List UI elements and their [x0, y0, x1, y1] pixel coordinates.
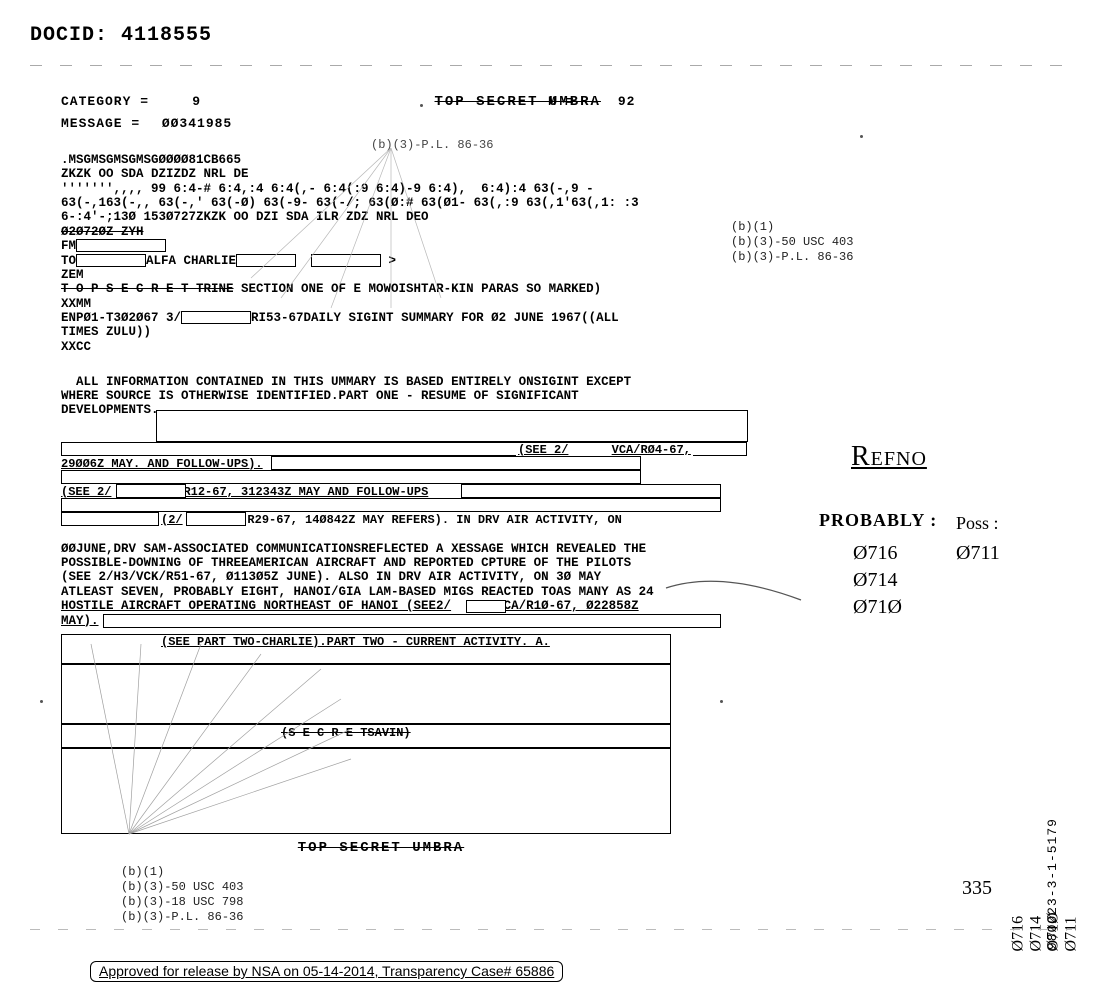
message-body: .MSGMSGMSGMSGØØØØ81CB665 ZKZK OO SDA DZI… [61, 139, 1041, 369]
redaction-box [76, 239, 166, 252]
xxcc: XXCC [61, 340, 91, 354]
xxmm: XXMM [61, 297, 91, 311]
exemption-block-right: (b)(1) (b)(3)-50 USC 403 (b)(3)-P.L. 86-… [731, 220, 853, 265]
daily-summary: DAILY SIGINT SUMMARY FOR Ø2 JUNE 1967((A… [304, 311, 619, 325]
footer-rule [30, 929, 1072, 930]
redaction-box [271, 456, 641, 470]
drv-line: ATLEAST SEVEN, PROBABLY EIGHT, HANOI/GIA… [61, 585, 741, 599]
drv-line: (SEE 2/H3/VCK/R51-67, Ø113Ø5Z JUNE). ALS… [61, 570, 741, 584]
code-number: Ø714 [853, 567, 902, 594]
message-label: MESSAGE = [61, 116, 140, 131]
code-number: Ø71Ø [853, 594, 902, 621]
document-page: DOCID: 4118555 TOP SECRET UMBRA CATEGORY… [0, 0, 1102, 1008]
page-number: 335 [962, 877, 992, 900]
drv-line: HOSTILE AIRCRAFT OPERATING NORTHEAST OF … [61, 599, 741, 613]
redaction-box [181, 311, 251, 324]
secret-savin: (S E C R E TSAVIN) [281, 726, 411, 741]
part-two-charlie: (SEE PART TWO-CHARLIE).PART TWO - CURREN… [161, 635, 550, 650]
poss-label: Poss : [956, 512, 999, 535]
horizontal-rule [30, 65, 1072, 66]
category-label: CATEGORY = [61, 94, 149, 109]
noise-speck [860, 135, 863, 138]
drv-paragraph: ØØJUNE,DRV SAM-ASSOCIATED COMMUNICATIONS… [61, 542, 741, 628]
drv-line: POSSIBLE-DOWNING OF THREEAMERICAN AIRCRA… [61, 556, 741, 570]
exemption-block-bottom: (b)(1) (b)(3)-50 USC 403 (b)(3)-18 USC 7… [121, 865, 1041, 925]
poss-numbers: Ø711 [956, 540, 1000, 567]
content-frame: TOP SECRET UMBRA CATEGORY = 9 M = 92 MES… [61, 94, 1041, 925]
redaction-box [61, 664, 671, 724]
m-value: 92 [618, 94, 636, 109]
redaction-box [61, 498, 721, 512]
msg-line: ''''''',,,, 99 6:4-# 6:4,:4 6:4(,- 6:4(:… [61, 182, 594, 196]
noise-speck [420, 104, 423, 107]
code-number: Ø711 [956, 540, 1000, 567]
redaction-box [236, 254, 296, 267]
noise-speck [720, 700, 723, 703]
times-zulu: TIMES ZULU)) [61, 325, 151, 339]
classification-top: TOP SECRET UMBRA [435, 94, 601, 112]
enp-code: ENPØ1-T3Ø2Ø67 3/ [61, 311, 181, 325]
message-row: MESSAGE = ØØ341985 [61, 116, 1041, 132]
redaction-box [156, 410, 748, 442]
msg-line: .MSGMSGMSGMSGØØØØ81CB665 [61, 153, 241, 167]
drv-line: ØØJUNE,DRV SAM-ASSOCIATED COMMUNICATIONS… [61, 542, 741, 556]
msg-line: ZKZK OO SDA DZIZDZ NRL DE [61, 167, 249, 181]
redaction-box [61, 512, 159, 526]
msg-line: 63(-,163(-,, 63(-,' 63(-Ø) 63(-9- 63(-/;… [61, 196, 639, 210]
redaction-cluster-1: (SEE 2/ VCA/RØ4-67, 29ØØ6Z MAY. AND FOLL… [61, 422, 721, 542]
to-label: TO [61, 254, 76, 268]
classification-bottom: TOP SECRET UMBRA [231, 840, 531, 858]
redaction-cluster-2: (SEE PART TWO-CHARLIE).PART TWO - CURREN… [61, 634, 671, 834]
noise-speck [40, 700, 43, 703]
redaction-box [61, 470, 641, 484]
fm-label: FM [61, 239, 76, 253]
msg-line: Ø2Ø72ØZ ZYH [61, 225, 144, 239]
redaction-box [461, 484, 721, 498]
redaction-box [311, 254, 381, 267]
message-value: ØØ341985 [162, 116, 232, 131]
redaction-box [186, 512, 246, 526]
redaction-box [466, 600, 506, 613]
category-value: 9 [192, 94, 201, 109]
probably-numbers: Ø716 Ø714 Ø71Ø [853, 540, 902, 621]
redaction-box [116, 484, 186, 498]
riss-code: RI53-67 [251, 311, 304, 325]
section-text: SECTION ONE OF E MOWOISHTAR-KIN PARAS SO… [234, 282, 602, 296]
redaction-box [103, 614, 721, 628]
refno-label: Refno [851, 439, 927, 474]
release-stamp: Approved for release by NSA on 05-14-201… [90, 961, 563, 982]
probably-label: PROBABLY : [819, 509, 937, 532]
classification-inline: T O P S E C R E T TRINE [61, 282, 234, 296]
zem-label: ZEM [61, 268, 84, 282]
code-number: Ø716 [853, 540, 902, 567]
docid: DOCID: 4118555 [30, 24, 1072, 47]
alfa-charlie: ALFA CHARLIE [146, 254, 236, 268]
vertical-hand-codes: Ø716 Ø714 Ø71Ø Ø711 [1010, 912, 1080, 951]
redaction-box [61, 748, 671, 834]
redaction-box [76, 254, 146, 267]
msg-line: 6-:4'-;13Ø 153Ø727ZKZK OO DZI SDA ILR ZD… [61, 210, 429, 224]
